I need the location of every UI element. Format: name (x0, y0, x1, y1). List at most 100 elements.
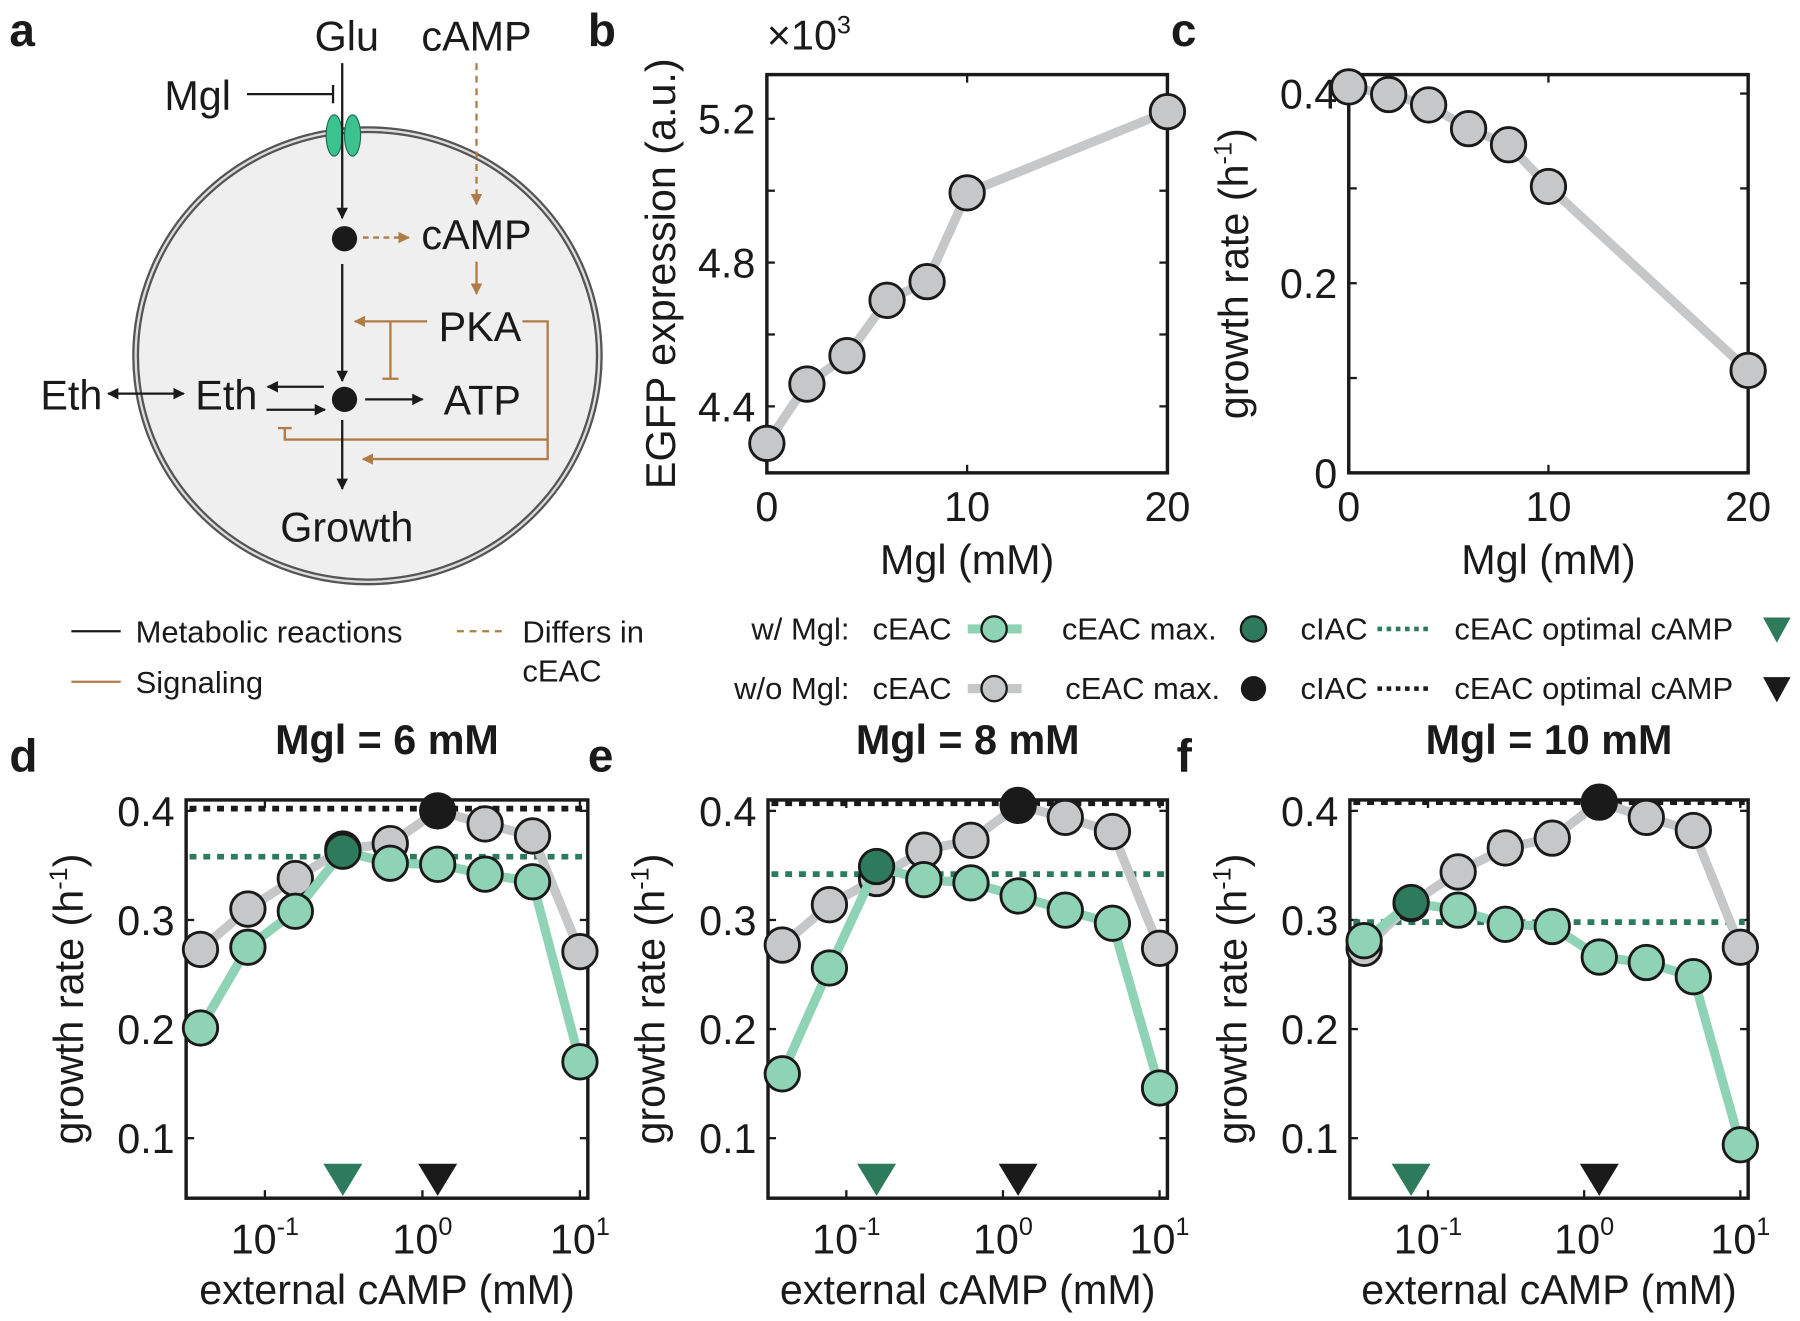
y-axis-label: EGFP expression (a.u.) (638, 58, 684, 489)
data-point-without-mgl (561, 932, 599, 971)
data-point-with-mgl (1721, 1126, 1759, 1164)
legend-optimal-label: cEAC optimal cAMP (1454, 611, 1733, 646)
label-camp-external: cAMP (421, 13, 531, 59)
data-point-without-mgl (1046, 798, 1084, 837)
data-point-without-mgl (229, 890, 267, 928)
data-point-with-mgl (1345, 922, 1383, 960)
data-point-without-mgl (513, 817, 552, 855)
y-tick-label: 0.2 (117, 1007, 174, 1053)
plot-frame (1348, 798, 1750, 1200)
y-axis-label: growth rate (h-1) (1209, 854, 1256, 1145)
plot-frame (184, 798, 590, 1200)
data-point-with-mgl (1140, 1069, 1179, 1107)
data-point (1529, 167, 1568, 206)
y-tick-label: 0.1 (1281, 1116, 1338, 1162)
data-point-with-mgl (229, 928, 267, 966)
y-tick-label: 5.2 (698, 97, 755, 143)
chart-panel-c: 0 0.2 0.4 0 10 20 Mgl (mM) growth rate (h-1) (1210, 68, 1771, 583)
data-point-without-mgl (1486, 829, 1524, 867)
x-tick-label: 10-1 (231, 1213, 299, 1262)
data-point-with-mgl (181, 1009, 220, 1047)
metabolite-node (331, 386, 358, 413)
data-point-with-mgl (1439, 891, 1477, 929)
x-axis-label: external cAMP (mM) (199, 1267, 575, 1313)
metabolite-node (331, 226, 358, 252)
data-point-with-mgl (1580, 938, 1618, 976)
label-pka: PKA (439, 304, 522, 350)
glucose-transporter-icon (325, 114, 343, 157)
pathway-diagram: Glu cAMP Mgl cAMP PKA ATP Eth Eth Growth (40, 13, 603, 586)
data-point-without-mgl (1533, 819, 1571, 857)
x-tick-label: 101 (550, 1213, 610, 1262)
legend-optimal-label: cEAC optimal cAMP (1454, 671, 1733, 706)
x-tick-label: 0 (755, 484, 778, 530)
label-glu: Glu (315, 13, 379, 59)
data-point-without-mgl (1674, 811, 1712, 850)
y-tick-label: 0.2 (1281, 1007, 1338, 1053)
max-point-with-mgl (1392, 883, 1430, 922)
legend-gray-marker (980, 674, 1008, 703)
y-axis-label: growth rate (h-1) (1210, 128, 1257, 419)
label-eth-external: Eth (40, 373, 102, 419)
data-point-with-mgl (763, 1055, 801, 1093)
max-point-without-mgl (999, 786, 1037, 825)
data-point-with-mgl (1486, 905, 1524, 943)
data-point-with-mgl (513, 863, 552, 901)
max-point-with-mgl (324, 832, 362, 870)
data-point (1330, 68, 1368, 106)
panel-letter-d: d (9, 729, 37, 781)
legend-without-mgl: w/o Mgl: (733, 671, 849, 706)
panel-title: Mgl = 8 mM (856, 717, 1080, 763)
legend-black-triangle-icon (1763, 677, 1791, 703)
data-point (948, 174, 986, 212)
data-point-with-mgl (999, 877, 1037, 915)
panel-title: Mgl = 6 mM (275, 717, 499, 763)
data-point-without-mgl (1721, 928, 1759, 966)
chart-panel-f: 0.1 0.2 0.3 0.4 10-1 100 101 external cAMP (mM)… (1209, 717, 1771, 1313)
x-tick-label: 10-1 (1394, 1213, 1462, 1262)
x-tick-label: 101 (1710, 1213, 1770, 1262)
data-point-with-mgl (276, 892, 314, 930)
y-tick-label: 0.4 (1281, 789, 1338, 835)
legend-green-marker (980, 615, 1008, 643)
x-axis-label: external cAMP (mM) (1361, 1267, 1737, 1313)
y-tick-label: 0.4 (117, 789, 174, 835)
y-tick-label: 0.2 (1280, 261, 1337, 307)
legend-ceac-max-label: cEAC max. (1062, 611, 1217, 646)
data-point (908, 262, 946, 301)
x-axis-label: external cAMP (mM) (780, 1267, 1156, 1313)
data-point-without-mgl (810, 886, 849, 924)
legend-metabolic: Metabolic reactions (136, 615, 403, 650)
y-axis-label: growth rate (h-1) (627, 854, 674, 1145)
legend-ciac-label: cIAC (1301, 671, 1368, 706)
x-tick-label: 0 (1337, 484, 1360, 530)
data-point-with-mgl (905, 860, 943, 899)
data-point-with-mgl (952, 864, 990, 902)
legend-diagram: Metabolic reactions Signaling Differs in… (71, 615, 644, 700)
data-point-with-mgl (1627, 943, 1665, 982)
legend-differs-cont: cEAC (522, 654, 601, 689)
panel-title: Mgl = 10 mM (1426, 717, 1673, 763)
x-tick-label: 10-1 (812, 1213, 880, 1262)
label-growth: Growth (280, 505, 413, 551)
data-point (1449, 109, 1488, 148)
glucose-transporter-icon (343, 114, 362, 157)
data-point (1148, 92, 1187, 131)
series-line (763, 107, 1170, 446)
data-point-without-mgl (1439, 853, 1477, 891)
y-axis-multiplier: ×103 (767, 11, 851, 58)
data-point-without-mgl (952, 821, 990, 859)
plot-frame (1347, 72, 1750, 475)
optimal-camp-triangle-with-mgl (857, 1163, 897, 1196)
max-point-without-mgl (419, 792, 457, 830)
data-point-with-mgl (371, 844, 409, 882)
y-tick-label: 0.1 (117, 1116, 174, 1162)
data-point-with-mgl (561, 1043, 599, 1081)
legend-differs: Differs in (522, 615, 644, 650)
x-tick-label: 20 (1725, 484, 1771, 530)
y-tick-label: 0.2 (699, 1007, 756, 1053)
data-point (868, 281, 906, 319)
legend-ceac-label: cEAC (872, 671, 951, 706)
panel-letter-c: c (1171, 4, 1197, 56)
legend-signaling: Signaling (136, 665, 263, 700)
